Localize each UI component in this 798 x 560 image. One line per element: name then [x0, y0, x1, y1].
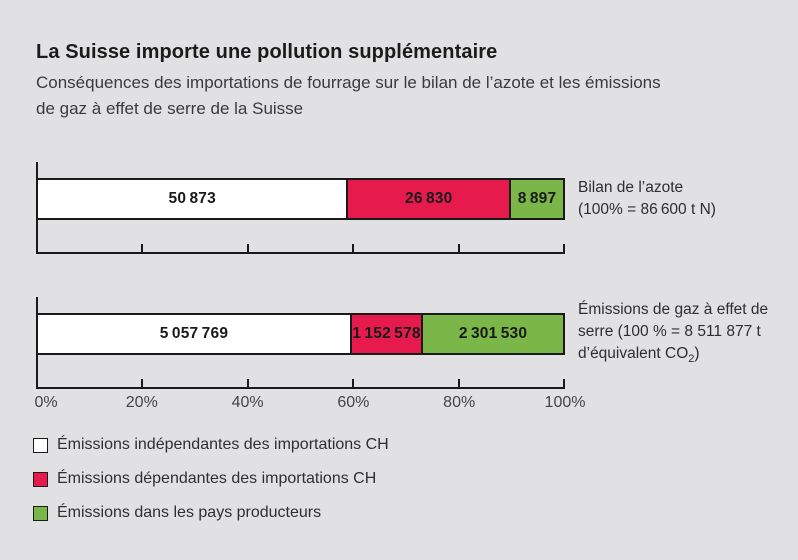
- bar-group-nitrogen: 50 873 26 830 8 897: [36, 162, 565, 254]
- bar-segment-independent: 50 873: [38, 180, 347, 218]
- legend-item-independent: Émissions indépendantes des importations…: [33, 435, 389, 455]
- x-axis-tick: [246, 379, 249, 387]
- legend-item-dependent: Émissions dépendantes des importations C…: [33, 469, 389, 489]
- x-axis-tick-label: 80%: [443, 394, 476, 411]
- x-axis-tick: [563, 379, 565, 387]
- segment-value-label: 26 830: [405, 190, 453, 207]
- page-subtitle-line-2: de gaz à effet de serre de la Suisse: [36, 99, 304, 118]
- category-label-line: Bilan de l’azote: [578, 179, 684, 196]
- x-axis-labels: 0% 20% 40% 60% 80% 100%: [34, 394, 585, 414]
- segment-value-label: 2 301 530: [458, 325, 528, 342]
- x-axis-tick: [140, 244, 143, 252]
- x-axis-tick-label: 0%: [34, 394, 58, 411]
- page-subtitle: Conséquences des importations de fourrag…: [36, 70, 661, 122]
- x-axis-tick: [246, 244, 249, 252]
- segment-value-label: 50 873: [168, 190, 216, 207]
- page-subtitle-line-1: Conséquences des importations de fourrag…: [36, 73, 661, 92]
- bar-segment-independent: 5 057 769: [38, 315, 350, 353]
- category-label-ghg: Émissions de gaz à effet de serre (100 %…: [578, 299, 794, 370]
- x-axis-tick-label: 40%: [231, 394, 264, 411]
- x-axis-tick: [140, 379, 143, 387]
- page-title: La Suisse importe une pollution suppléme…: [36, 41, 498, 63]
- x-axis-baseline: [36, 252, 565, 254]
- stacked-bar-ghg: 5 057 769 1 152 578 2 301 530: [36, 313, 565, 355]
- x-axis-tick-label: 60%: [337, 394, 370, 411]
- bar-segment-producer-countries: 2 301 530: [421, 315, 563, 353]
- x-axis-tick-label: 100%: [544, 394, 586, 411]
- x-axis-tick: [563, 244, 565, 252]
- x-axis-tick: [352, 379, 355, 387]
- x-axis-tick-label: 20%: [125, 394, 158, 411]
- legend-item-producer-countries: Émissions dans les pays producteurs: [33, 503, 389, 523]
- category-label-line: d’équivalent CO2): [578, 345, 700, 366]
- x-axis-tick: [458, 244, 461, 252]
- x-axis-tick: [352, 244, 355, 252]
- x-axis-tick: [458, 379, 461, 387]
- chart-legend: Émissions indépendantes des importations…: [33, 435, 389, 537]
- legend-swatch-white: [33, 437, 48, 453]
- bar-segment-dependent: 1 152 578: [349, 315, 422, 353]
- legend-swatch-red: [33, 471, 48, 487]
- legend-swatch-green: [33, 505, 48, 521]
- stacked-bar-nitrogen: 50 873 26 830 8 897: [36, 178, 565, 220]
- category-label-nitrogen: Bilan de l’azote (100% = 86 600 t N): [578, 177, 794, 221]
- category-label-line: serre (100 % = 8 511 877 t: [578, 323, 761, 340]
- bar-segment-producer-countries: 8 897: [509, 180, 563, 218]
- category-label-line: (100% = 86 600 t N): [578, 201, 716, 218]
- legend-label: Émissions dans les pays producteurs: [57, 504, 322, 521]
- segment-value-label: 5 057 769: [159, 325, 229, 342]
- legend-label: Émissions indépendantes des importations…: [57, 436, 389, 453]
- segment-value-label: 1 152 578: [352, 325, 421, 342]
- bar-group-ghg: 5 057 769 1 152 578 2 301 530: [36, 297, 565, 389]
- segment-value-label: 8 897: [517, 190, 557, 207]
- bar-segment-dependent: 26 830: [346, 180, 510, 218]
- category-label-line: Émissions de gaz à effet de: [578, 301, 769, 318]
- legend-label: Émissions dépendantes des importations C…: [57, 470, 377, 487]
- x-axis-baseline: [36, 387, 565, 389]
